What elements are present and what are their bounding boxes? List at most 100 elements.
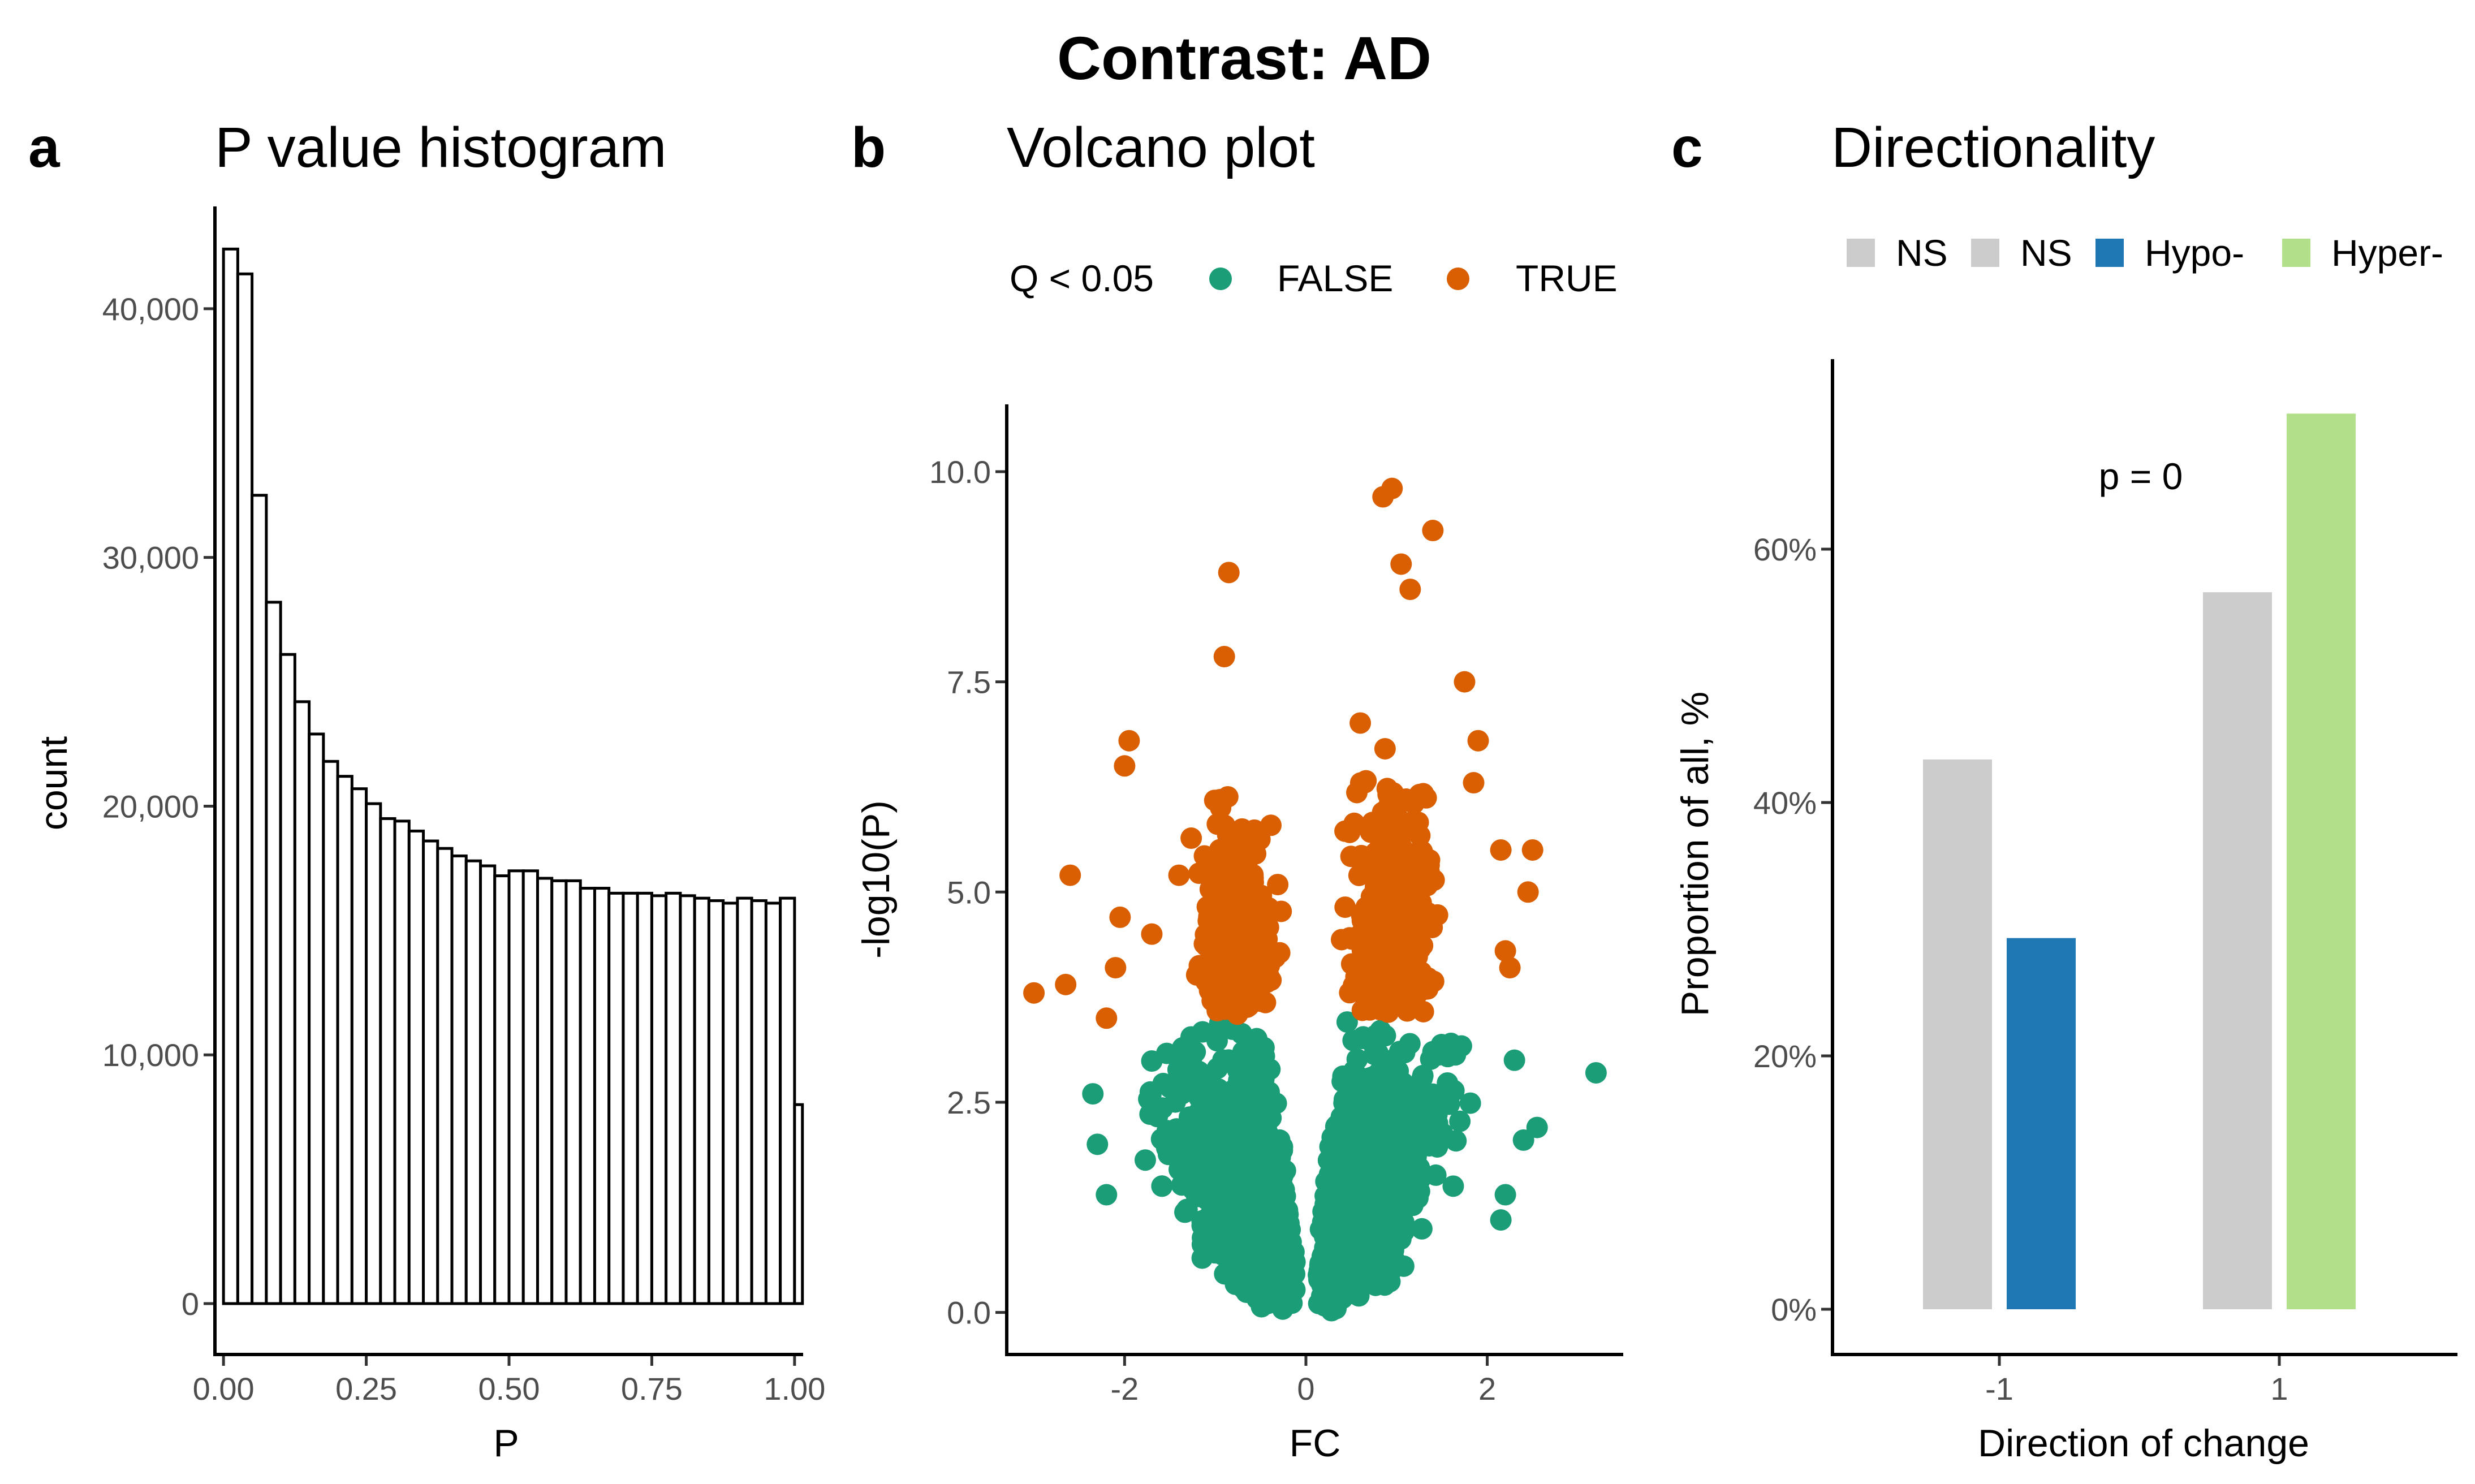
volcano-point: [1167, 1059, 1189, 1081]
volcano-point: [1206, 1181, 1228, 1203]
histogram-bar: [693, 896, 710, 1305]
volcano-point: [1442, 1175, 1464, 1197]
volcano-point: [1526, 1116, 1548, 1138]
volcano-point: [1494, 940, 1516, 962]
volcano-point: [1392, 1255, 1415, 1277]
histogram-bar: [450, 854, 468, 1305]
volcano-point: [1251, 1250, 1273, 1272]
volcano-x-tick-label: 0: [1297, 1371, 1314, 1407]
volcano-point: [1512, 1129, 1534, 1151]
volcano-y-tick-label: 7.5: [947, 665, 991, 700]
volcano-legend-title: Q < 0.05: [1010, 257, 1154, 299]
volcano-y-tick-label: 0.0: [947, 1295, 991, 1331]
directionality-y-tick-label: 0%: [1771, 1292, 1817, 1327]
histogram-bar: [265, 601, 282, 1305]
volcano-point: [1343, 1263, 1365, 1285]
volcano-point: [1191, 1215, 1213, 1237]
legend-label-hyper: Hyper-: [2331, 232, 2443, 274]
volcano-point: [1228, 957, 1250, 979]
histogram-bar: [779, 896, 796, 1305]
histogram-bar: [293, 700, 311, 1305]
volcano-point: [1245, 1123, 1267, 1145]
volcano-point: [1152, 1097, 1174, 1119]
directionality-y-label: Proportion of all, %: [1674, 692, 1717, 1017]
histogram-x-tick-label: 0.25: [335, 1371, 397, 1407]
volcano-x-tick-label: -2: [1110, 1371, 1139, 1407]
volcano-point: [1105, 957, 1127, 979]
histogram-bar: [650, 894, 668, 1305]
histogram-title: P value histogram: [215, 116, 667, 179]
volcano-point: [1217, 1156, 1239, 1178]
volcano-y-tick-label: 10.0: [929, 454, 991, 490]
volcano-point: [1418, 861, 1440, 883]
volcano-point: [1348, 864, 1370, 886]
histogram-bar: [251, 494, 268, 1305]
volcano-y-tick-label: 2.5: [947, 1085, 991, 1120]
volcano-point: [1499, 957, 1521, 979]
directionality-x-ticks: -1 1: [1985, 1354, 2288, 1407]
legend-label-true: TRUE: [1516, 257, 1618, 299]
volcano-point: [1459, 1092, 1481, 1114]
volcano-point: [1204, 790, 1226, 812]
volcano-point: [1235, 1103, 1257, 1125]
p-value-annotation: p = 0: [2099, 455, 2183, 497]
volcano-point: [1214, 814, 1236, 836]
volcano-point: [1425, 1164, 1447, 1186]
volcano-point: [1490, 839, 1512, 861]
volcano-point: [1274, 1216, 1296, 1239]
histogram-y-tick-label: 20,000: [102, 788, 199, 824]
volcano-point: [1223, 847, 1245, 869]
volcano-point: [1350, 844, 1372, 866]
volcano-point: [1229, 979, 1251, 1001]
volcano-point: [1356, 1127, 1378, 1149]
legend-label-hypo: Hypo-: [2145, 232, 2244, 274]
directionality-y-ticks: 0% 20% 40% 60%: [1753, 532, 1832, 1327]
volcano-point: [1271, 1266, 1293, 1288]
volcano-point: [1494, 1184, 1516, 1206]
histogram-bar: [607, 891, 625, 1305]
histogram-bar: [665, 891, 682, 1305]
volcano-point: [1232, 930, 1254, 952]
volcano-point: [1381, 477, 1403, 499]
volcano-point: [1204, 954, 1226, 976]
volcano-point: [1385, 960, 1407, 982]
directionality-x-tick-label: -1: [1985, 1371, 2013, 1407]
volcano-point: [1336, 1011, 1358, 1033]
volcano-point: [1420, 1125, 1442, 1147]
volcano-point: [1218, 1049, 1240, 1071]
volcano-point: [1188, 862, 1210, 885]
histogram-bar: [407, 829, 425, 1305]
volcano-point: [1269, 942, 1291, 964]
volcano-point: [1218, 562, 1240, 584]
volcano-point: [1243, 819, 1265, 841]
volcano-point: [1467, 730, 1489, 752]
legend-label-ns-2: NS: [2020, 232, 2072, 274]
histogram-x-tick-label: 1.00: [764, 1371, 825, 1407]
histogram-x-tick-label: 0.75: [621, 1371, 683, 1407]
volcano-point: [1321, 1250, 1343, 1272]
volcano-point: [1325, 1297, 1347, 1319]
histogram-bar: [722, 901, 739, 1305]
histogram-bar: [222, 247, 239, 1305]
legend-key-true: [1447, 268, 1469, 290]
volcano-x-ticks: -2 0 2: [1110, 1354, 1496, 1407]
volcano-point: [1503, 1049, 1525, 1071]
legend-key-hypo: [2095, 239, 2124, 267]
volcano-point: [1241, 836, 1264, 858]
volcano-point: [1225, 1188, 1247, 1210]
histogram-bar: [464, 859, 482, 1305]
volcano-point: [1197, 1155, 1219, 1177]
volcano-point: [1349, 712, 1372, 734]
volcano-point: [1381, 920, 1403, 942]
volcano-point: [1228, 1268, 1250, 1290]
histogram-bar: [493, 874, 511, 1305]
histogram-bar: [764, 901, 782, 1305]
histogram-y-tick-label: 30,000: [102, 540, 199, 576]
volcano-point: [1348, 965, 1370, 987]
legend-key-hyper: [2282, 239, 2310, 267]
volcano-y-label: -log10(P): [855, 800, 898, 959]
volcano-point: [1334, 1112, 1356, 1134]
volcano-point: [1206, 864, 1228, 886]
directionality-title: Directionality: [1831, 116, 2155, 179]
volcano-point: [1392, 888, 1415, 910]
